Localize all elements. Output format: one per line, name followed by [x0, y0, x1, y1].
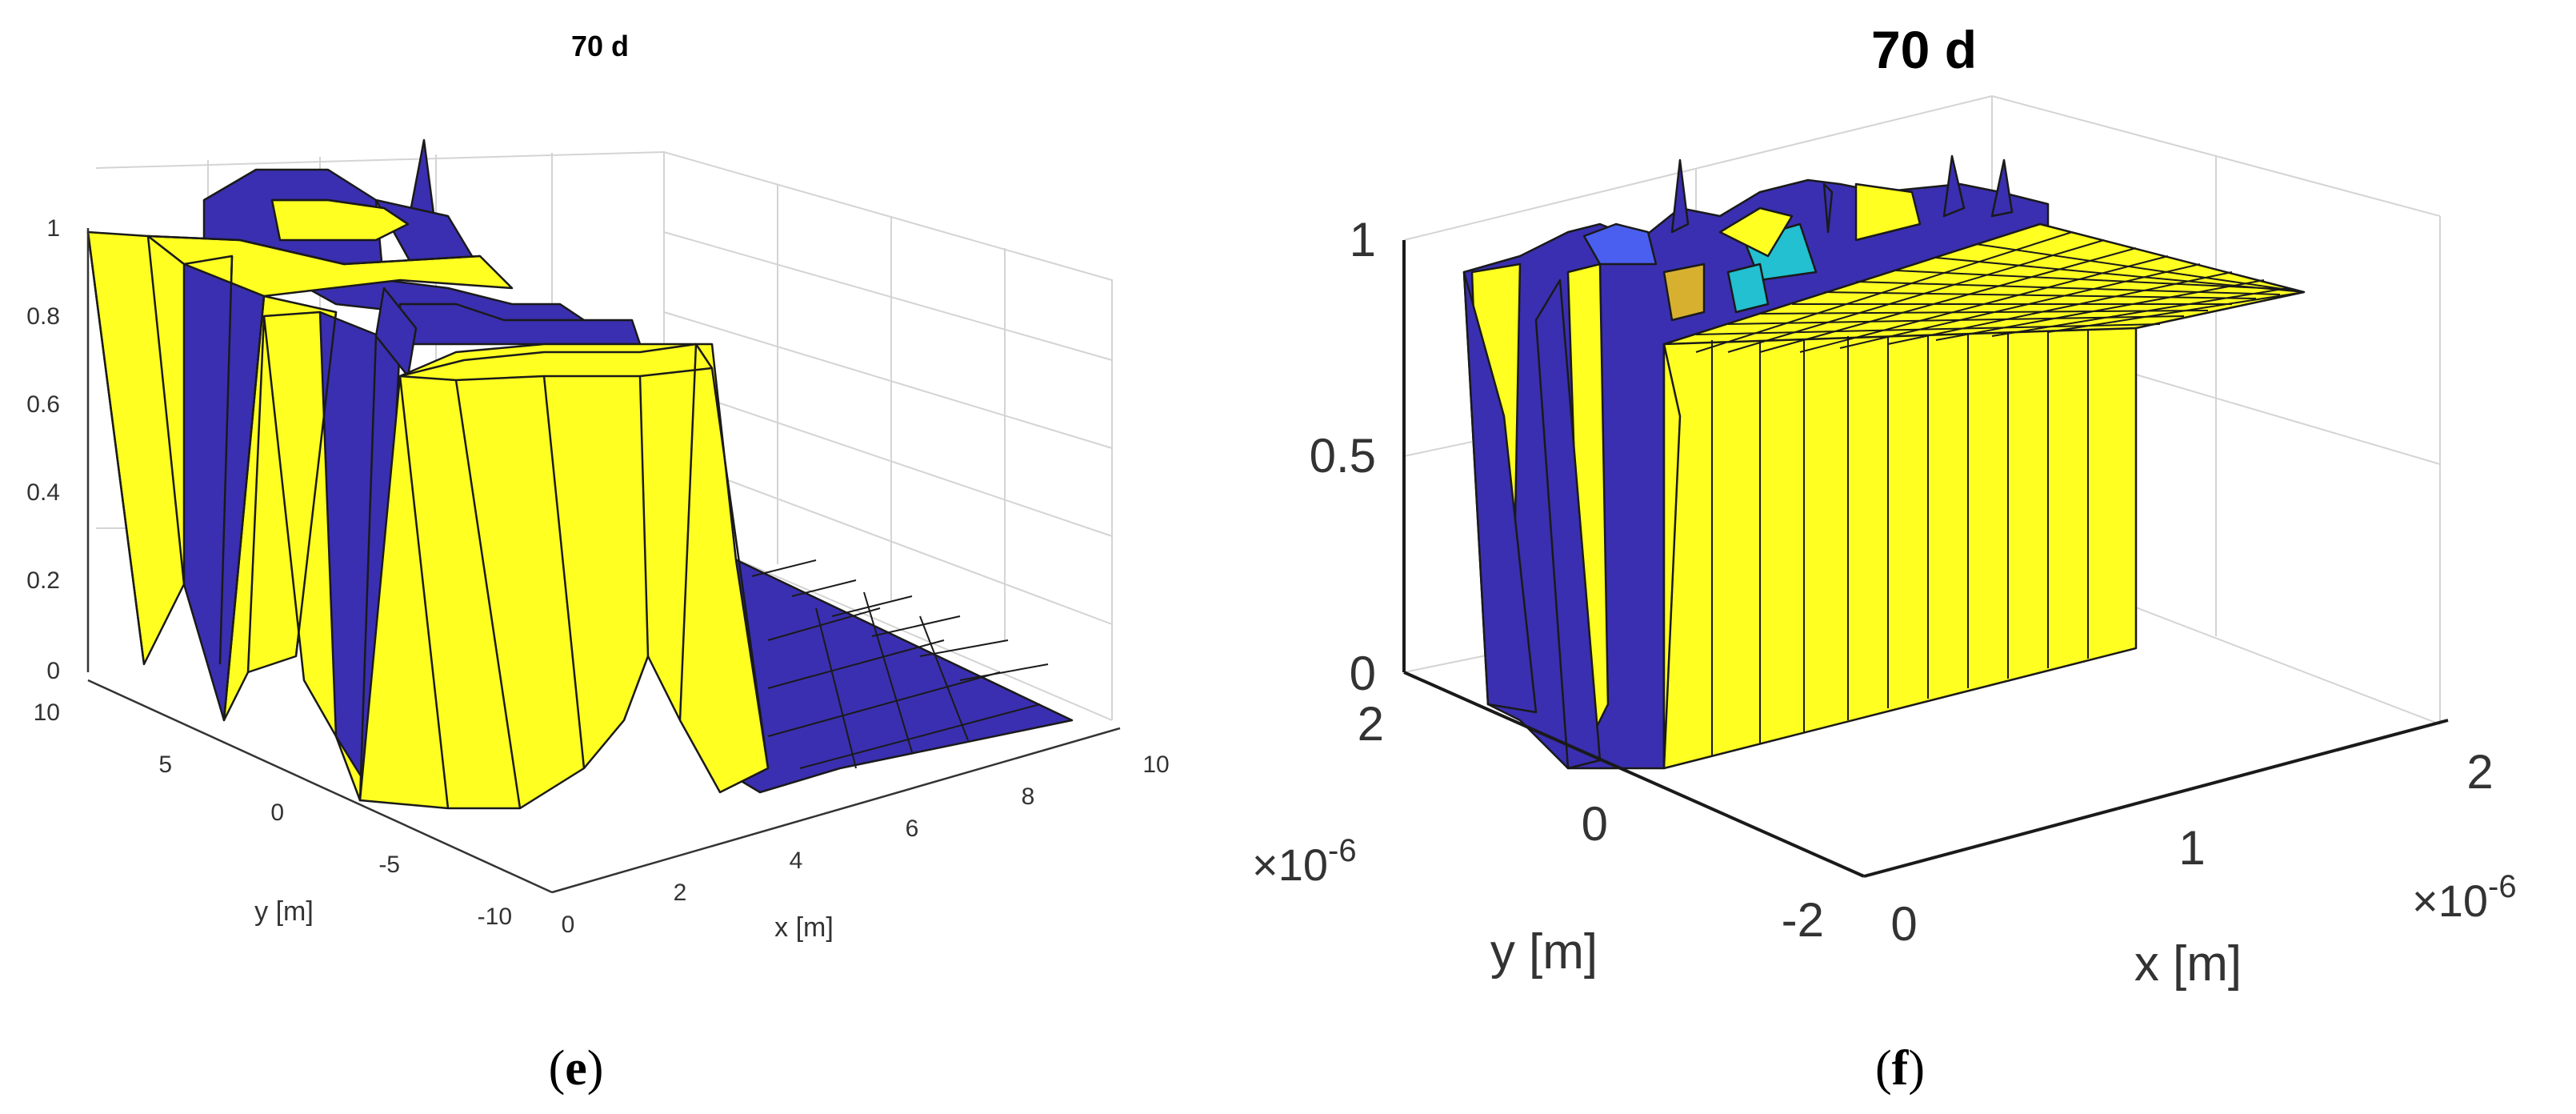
panel-e-x-tick: 2 — [674, 880, 687, 906]
panel-e-x-label: x [m] — [774, 912, 834, 943]
panel-f-y-exponent-power: -6 — [1328, 833, 1357, 868]
panel-f-y-tick: -2 — [1782, 893, 1824, 947]
panel-e-back-wall — [95, 150, 1113, 720]
panel-e-surface — [86, 138, 1074, 810]
panel-f-x-axis-line — [1863, 719, 2449, 878]
panel-f-surface-patch — [1990, 158, 2014, 218]
panel-e-x-tick: 4 — [790, 848, 803, 874]
panel-f-x-exponent-base: ×10 — [2412, 876, 2488, 926]
panel-f-surface-patch — [1854, 182, 1922, 242]
panel-f-surface-patch — [1726, 262, 1770, 314]
panel-f-plateau-grid — [1663, 223, 2305, 353]
panel-f-x-tick: 1 — [2178, 821, 2205, 875]
panel-f-y-axis-line — [1403, 671, 1865, 878]
panel-f-caption-letter: f — [1892, 1041, 1910, 1096]
panel-f-x-axis: 0 1 2 ×10-6 x [m] — [1863, 719, 2517, 992]
panel-f-z-tick: 0 — [1350, 647, 1376, 700]
panel-f-x-label: x [m] — [2134, 936, 2242, 992]
panel-e-z-tick: 0.2 — [26, 567, 60, 594]
panel-f-surface-patch — [1462, 270, 1538, 714]
panel-e-x-axis-line — [551, 727, 1121, 894]
panel-e-caption: (e) — [549, 1041, 604, 1096]
panel-e-x-tick: 6 — [906, 815, 919, 842]
panel-e-title: 70 d — [571, 30, 629, 62]
panel-f-surface-patch — [1718, 206, 1794, 258]
panel-e-y-tick: 5 — [158, 751, 172, 778]
panel-e-z-tick: 0 — [46, 658, 60, 684]
panel-f-surface-patch — [1822, 182, 1834, 234]
panel-f-z-axis: 1 0.5 0 — [1310, 213, 1406, 700]
panel-f-y-label: y [m] — [1490, 924, 1598, 980]
panel-e-grid-line — [663, 455, 1113, 625]
panel-f-x-tick: 2 — [2466, 745, 2493, 799]
panel-e-y-axis-line — [87, 679, 553, 894]
panel-e-grid-line — [663, 311, 1113, 449]
panel-f-y-exponent: ×10-6 — [1252, 833, 1357, 890]
panel-e-y-tick: 10 — [34, 699, 60, 726]
panel-f-x-exponent-power: -6 — [2488, 869, 2517, 904]
panel-f-y-axis: 2 0 -2 ×10-6 y [m] — [1252, 671, 1865, 980]
panel-e-y-axis: 10 5 0 -5 -10 y [m] — [34, 679, 553, 930]
panel-f-y-exponent-base: ×10 — [1252, 840, 1328, 890]
panel-f-x-tick: 0 — [1890, 897, 1917, 951]
panel-e-grid-line — [663, 231, 1113, 361]
panel-e-y-tick: 0 — [270, 799, 284, 826]
panel-e-column-edges — [86, 198, 770, 809]
panel-e-y-tick: -5 — [378, 852, 400, 878]
panel-e: 1 0.8 0.6 0.4 0.2 0 10 5 0 -5 -10 y [m] … — [26, 30, 1169, 1096]
panel-e-x-axis: 0 2 4 6 8 10 x [m] — [551, 727, 1170, 943]
panel-e-z-tick: 1 — [46, 215, 60, 242]
panel-f-z-tick: 0.5 — [1310, 429, 1376, 483]
panel-f-surface-patch — [1942, 154, 1966, 218]
panel-f-y-tick: 2 — [1358, 697, 1384, 751]
panel-f-surface — [1462, 154, 2306, 770]
panel-f-caption: (f) — [1875, 1041, 1925, 1096]
panel-f-title: 70 d — [1871, 20, 1977, 79]
panel-e-z-tick: 0.6 — [26, 391, 60, 418]
panel-f: 1 0.5 0 2 0 -2 ×10-6 y [m] 0 1 2 ×10-6 x… — [1252, 20, 2517, 1096]
panel-e-grid-line — [663, 383, 1113, 537]
panel-e-flat-grid — [751, 559, 1049, 769]
panel-f-x-exponent: ×10-6 — [2412, 869, 2517, 926]
panel-e-y-label: y [m] — [254, 896, 314, 927]
panel-e-z-tick: 0.4 — [26, 479, 60, 506]
panel-e-z-axis: 1 0.8 0.6 0.4 0.2 0 — [26, 215, 90, 684]
panel-e-y-tick: -10 — [478, 904, 512, 930]
panel-f-z-tick: 1 — [1350, 213, 1376, 266]
panel-f-front-strips — [1711, 330, 2089, 756]
panel-f-plateau-side — [1662, 343, 1682, 770]
panel-f-surface-patch — [1670, 158, 1690, 234]
panel-e-surface-patch — [718, 551, 1074, 794]
panel-e-z-tick: 0.8 — [26, 303, 60, 330]
panel-e-caption-letter: e — [565, 1041, 587, 1096]
panel-f-plateau-front — [1662, 327, 2138, 770]
panel-e-x-tick: 0 — [562, 912, 575, 938]
panel-f-y-tick: 0 — [1582, 797, 1608, 851]
panel-e-x-tick: 8 — [1022, 783, 1035, 810]
panel-e-x-tick: 10 — [1142, 751, 1169, 778]
panel-f-back-wall — [1403, 95, 1993, 241]
panel-f-surface-patch — [1582, 222, 1658, 266]
panel-f-surface-patch — [1662, 262, 1706, 322]
